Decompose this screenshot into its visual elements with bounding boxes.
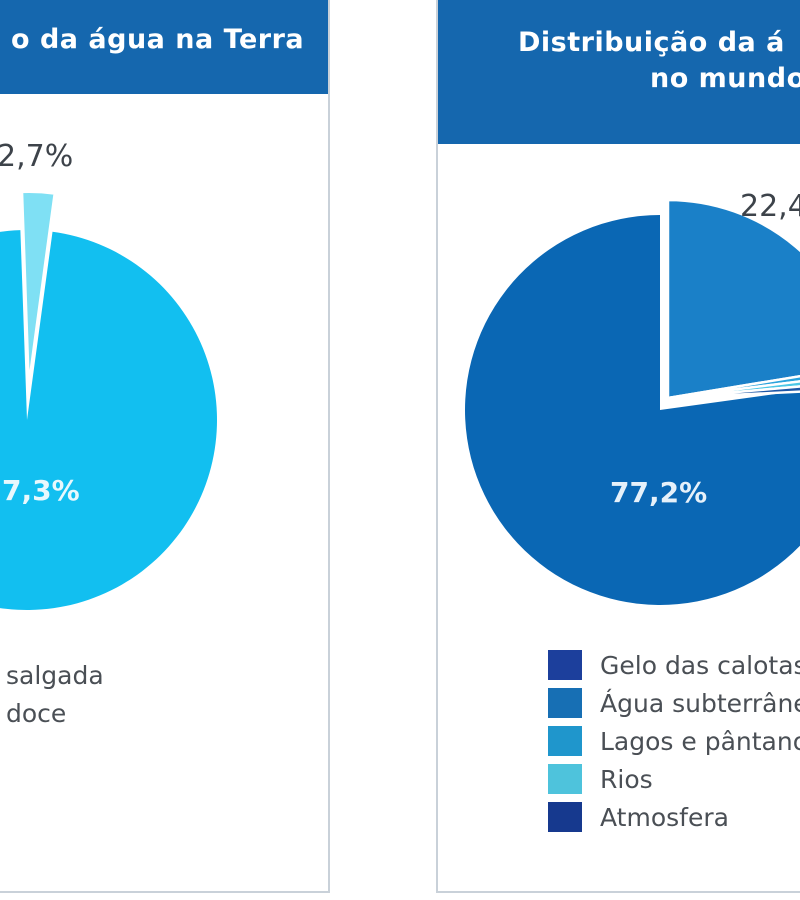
right-chart-legend: Gelo das calotas Água subterrâne Lagos e… xyxy=(548,646,800,836)
pie-slice-gelo-das-calotas-polares xyxy=(465,215,800,605)
pie-slice-atmosfera xyxy=(667,385,800,400)
legend-swatch-atmosfera xyxy=(548,802,582,832)
legend-label-atmosfera: Atmosfera xyxy=(600,802,729,832)
legend-label-subterranea: Água subterrâne xyxy=(600,688,800,718)
legend-item-lagos: Lagos e pântano xyxy=(548,722,800,760)
legend-swatch-gelo xyxy=(548,650,582,680)
right-chart-title-line1: Distribuição da á xyxy=(518,27,785,58)
legend-swatch-subterranea xyxy=(548,688,582,718)
right-chart-title-line2: no mundo xyxy=(650,63,800,94)
pie-slice-agua-doce xyxy=(21,191,56,383)
left-chart-legend: salgada doce xyxy=(0,656,104,732)
legend-label-rios: Rios xyxy=(600,764,653,794)
right-chart-panel: Distribuição da á no mundo 22,4 77,2% Ge… xyxy=(436,0,800,893)
legend-label-salgada: salgada xyxy=(6,660,104,690)
right-chart-title-bar: Distribuição da á no mundo xyxy=(438,0,800,144)
pie-data-label-gelo: 77,2% xyxy=(610,476,707,509)
legend-item-salgada: salgada xyxy=(0,656,104,694)
left-pie-chart: 2,7% 7,3% xyxy=(0,139,218,610)
left-chart-title-bar: o da água na Terra xyxy=(0,0,328,94)
legend-item-atmosfera: Atmosfera xyxy=(548,798,800,836)
left-chart-panel: o da água na Terra 2,7% 7,3% salgada doc… xyxy=(0,0,330,893)
legend-item-subterranea: Água subterrâne xyxy=(548,684,800,722)
pie-data-label-doce: 2,7% xyxy=(0,139,73,174)
legend-label-gelo: Gelo das calotas xyxy=(600,650,800,680)
pie-slice-lagos-e-pantanos xyxy=(667,374,800,400)
legend-label-lagos: Lagos e pântano xyxy=(600,726,800,756)
pie-data-label-subterranea: 22,4 xyxy=(740,189,800,224)
legend-swatch-lagos xyxy=(548,726,582,756)
pie-slice-agua-subterranea xyxy=(666,198,800,400)
legend-item-rios: Rios xyxy=(548,760,800,798)
pie-slice-rios xyxy=(667,380,800,400)
legend-label-doce: doce xyxy=(6,698,67,728)
pie-data-label-salgada: 7,3% xyxy=(2,474,80,507)
right-pie-chart: 22,4 77,2% xyxy=(465,189,800,605)
legend-swatch-rios xyxy=(548,764,582,794)
pie-slice-agua-salgada xyxy=(0,230,218,610)
left-chart-title: o da água na Terra xyxy=(11,24,305,55)
legend-item-doce: doce xyxy=(0,694,104,732)
legend-item-gelo: Gelo das calotas xyxy=(548,646,800,684)
